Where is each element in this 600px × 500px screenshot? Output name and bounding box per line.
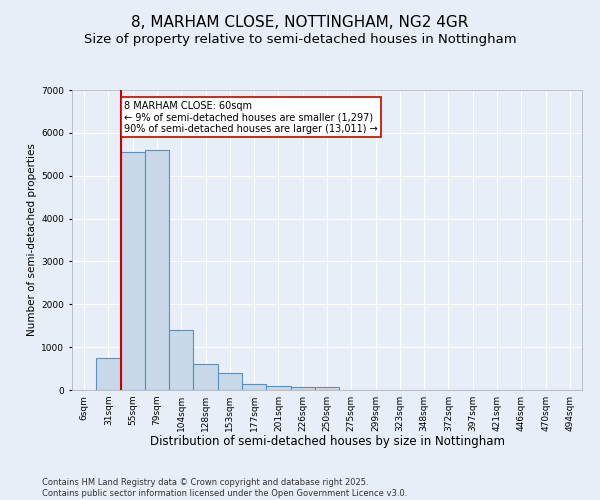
Text: 8, MARHAM CLOSE, NOTTINGHAM, NG2 4GR: 8, MARHAM CLOSE, NOTTINGHAM, NG2 4GR [131,15,469,30]
Bar [290,387,315,390]
Bar [315,388,339,390]
Bar [145,150,169,390]
Bar [266,386,290,390]
X-axis label: Distribution of semi-detached houses by size in Nottingham: Distribution of semi-detached houses by … [149,436,505,448]
Text: 8 MARHAM CLOSE: 60sqm
← 9% of semi-detached houses are smaller (1,297)
90% of se: 8 MARHAM CLOSE: 60sqm ← 9% of semi-detac… [124,100,378,134]
Text: Size of property relative to semi-detached houses in Nottingham: Size of property relative to semi-detach… [83,32,517,46]
Y-axis label: Number of semi-detached properties: Number of semi-detached properties [27,144,37,336]
Bar [169,330,193,390]
Bar [193,364,218,390]
Bar [96,358,121,390]
Text: Contains HM Land Registry data © Crown copyright and database right 2025.
Contai: Contains HM Land Registry data © Crown c… [42,478,407,498]
Bar [121,152,145,390]
Bar [242,384,266,390]
Bar [218,373,242,390]
